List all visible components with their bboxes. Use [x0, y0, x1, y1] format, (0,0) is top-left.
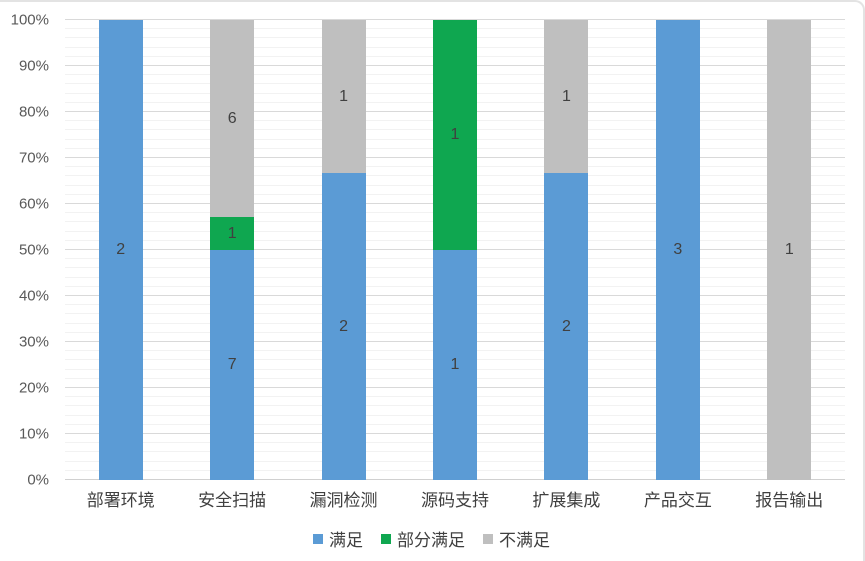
y-axis-tick-label: 100% [10, 11, 49, 29]
bar-data-label: 2 [339, 317, 349, 335]
bar-data-label: 1 [561, 87, 571, 105]
bar-segment: 2 [544, 173, 589, 480]
y-axis: 0% 10% 20% 30% 40% 50% 60% 70% 80% 90% 100% [0, 12, 57, 489]
x-axis-category-label: 产品交互 [643, 491, 712, 510]
legend: 满足 部分满足 不满足 [0, 526, 863, 551]
legend-label: 不满足 [499, 531, 550, 550]
bar-segment: 1 [433, 20, 477, 250]
y-axis-tick-label: 20% [18, 379, 49, 397]
y-axis-tick-label: 50% [18, 241, 49, 259]
x-axis-category-label: 报告输出 [755, 491, 824, 510]
y-axis-tick-label: 0% [27, 471, 49, 489]
x-axis: 部署环境 安全扫描 漏洞检测 源码支持 扩展集成 产品交互 报告输出 [65, 486, 845, 510]
y-axis-tick-label: 80% [18, 103, 49, 121]
bar-data-label: 6 [227, 109, 237, 127]
bar-data-label: 1 [227, 224, 237, 242]
bar-segment: 1 [321, 20, 366, 174]
bar-stack: 1 [767, 20, 812, 480]
y-axis-tick-label: 60% [18, 195, 49, 213]
bar-segment: 1 [433, 250, 477, 480]
bar-segment: 3 [655, 20, 700, 480]
bar-data-label: 2 [561, 317, 571, 335]
legend-item: 满足 [313, 526, 363, 551]
legend-swatch [381, 533, 391, 544]
legend-item: 部分满足 [381, 526, 465, 551]
x-axis-category-label: 源码支持 [421, 491, 489, 510]
x-axis-category-label: 扩展集成 [532, 491, 601, 510]
bar-segment: 2 [321, 173, 366, 480]
y-axis-tick-label: 40% [18, 287, 49, 305]
y-axis-tick-label: 10% [18, 425, 49, 443]
bar-data-label: 1 [784, 241, 794, 258]
legend-swatch [313, 533, 323, 544]
gridline-major [65, 19, 845, 20]
legend-label: 部分满足 [397, 531, 465, 550]
bar-segment: 2 [98, 20, 143, 480]
bar-segment: 1 [767, 20, 812, 480]
bar-data-label: 2 [116, 241, 126, 258]
y-axis-tick-label: 30% [18, 333, 49, 351]
x-axis-category-label: 漏洞检测 [309, 491, 378, 510]
legend-swatch [483, 533, 493, 544]
x-axis-category-label: 部署环境 [86, 491, 155, 510]
bar-data-label: 1 [450, 356, 460, 373]
bar-stack: 7 1 6 [210, 20, 255, 480]
bar-data-label: 3 [673, 241, 683, 258]
bar-stack: 3 [655, 20, 700, 480]
bar-data-label: 1 [339, 87, 349, 105]
legend-label: 满足 [329, 531, 363, 550]
bar-data-label: 7 [227, 356, 237, 373]
bar-segment: 6 [210, 20, 255, 218]
bar-stack: 2 [98, 20, 143, 480]
bar-segment: 7 [210, 250, 255, 480]
y-axis-tick-label: 70% [18, 149, 49, 167]
y-axis-tick-label: 90% [18, 57, 49, 75]
legend-item: 不满足 [483, 526, 550, 551]
bar-data-label: 1 [450, 126, 460, 143]
bar-segment: 1 [544, 20, 589, 174]
bar-segment: 1 [210, 217, 255, 250]
x-axis-category-label: 安全扫描 [198, 491, 267, 510]
